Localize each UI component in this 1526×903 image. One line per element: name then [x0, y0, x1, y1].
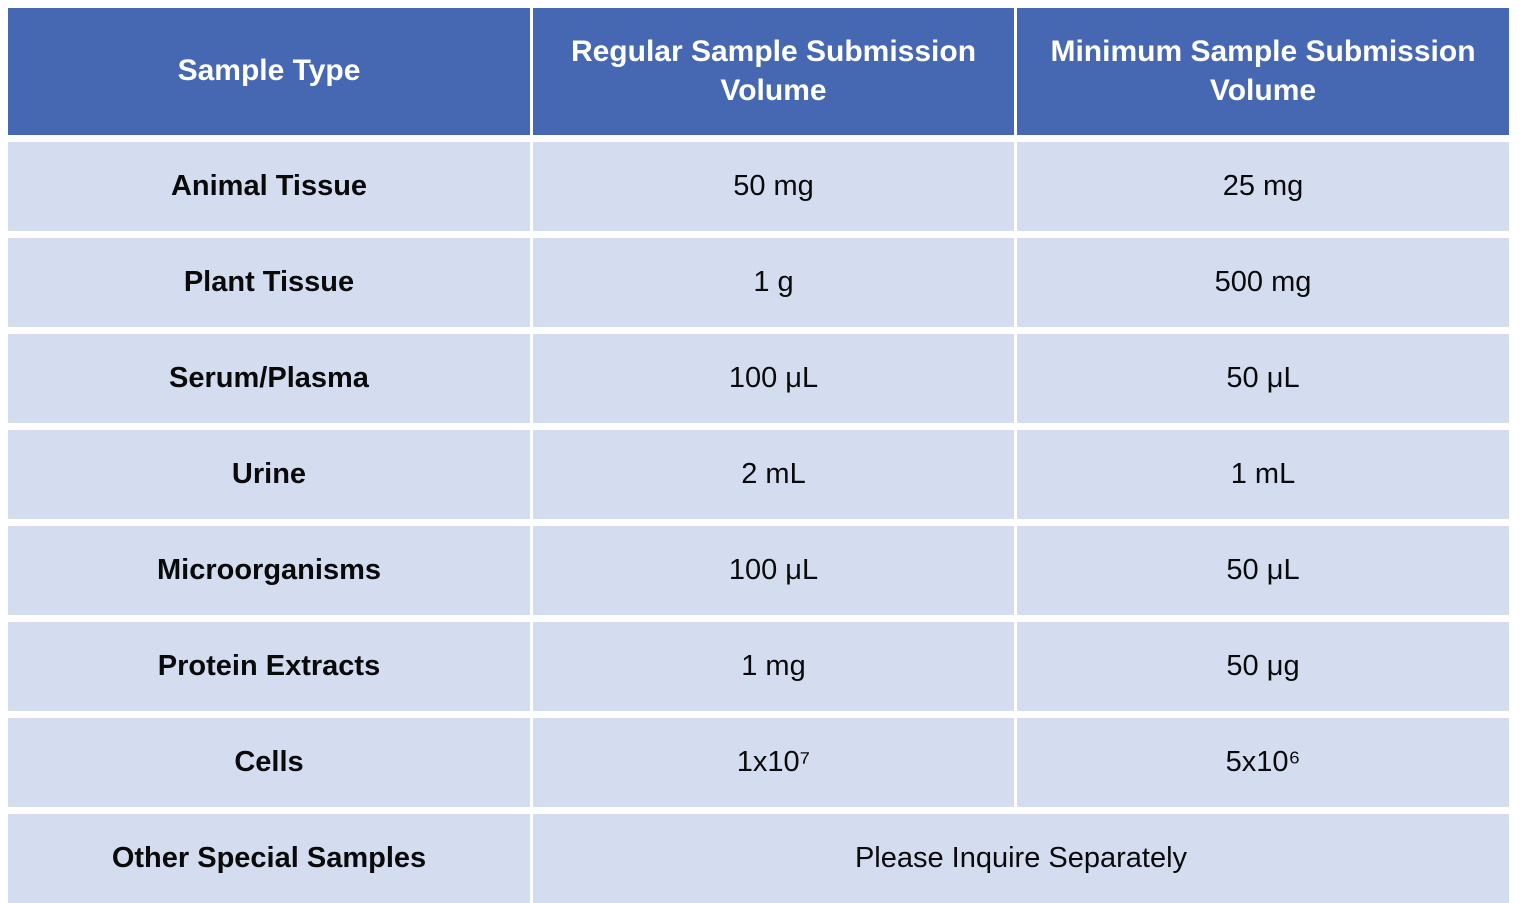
- row-cells-minimum: 5x10⁶: [1017, 718, 1509, 807]
- row-urine-label: Urine: [8, 430, 530, 519]
- row-animal-tissue-label: Animal Tissue: [8, 142, 530, 231]
- row-protein-extracts-label: Protein Extracts: [8, 622, 530, 711]
- row-plant-tissue-minimum: 500 mg: [1017, 238, 1509, 327]
- row-serum-plasma-minimum: 50 μL: [1017, 334, 1509, 423]
- row-cells-regular: 1x10⁷: [533, 718, 1014, 807]
- column-header-minimum-volume: Minimum Sample Submission Volume: [1017, 8, 1509, 135]
- row-plant-tissue-label: Plant Tissue: [8, 238, 530, 327]
- row-other-special-samples-label: Other Special Samples: [8, 814, 530, 903]
- row-microorganisms-regular: 100 μL: [533, 526, 1014, 615]
- row-animal-tissue-regular: 50 mg: [533, 142, 1014, 231]
- row-urine-minimum: 1 mL: [1017, 430, 1509, 519]
- row-serum-plasma-label: Serum/Plasma: [8, 334, 530, 423]
- row-serum-plasma-regular: 100 μL: [533, 334, 1014, 423]
- row-protein-extracts-minimum: 50 μg: [1017, 622, 1509, 711]
- table-grid: Sample Type Regular Sample Submission Vo…: [8, 8, 1526, 903]
- row-animal-tissue-minimum: 25 mg: [1017, 142, 1509, 231]
- row-plant-tissue-regular: 1 g: [533, 238, 1014, 327]
- column-header-regular-volume: Regular Sample Submission Volume: [533, 8, 1014, 135]
- row-other-special-samples-note: Please Inquire Separately: [533, 814, 1509, 903]
- row-microorganisms-label: Microorganisms: [8, 526, 530, 615]
- row-microorganisms-minimum: 50 μL: [1017, 526, 1509, 615]
- row-cells-label: Cells: [8, 718, 530, 807]
- column-header-sample-type: Sample Type: [8, 8, 530, 135]
- row-protein-extracts-regular: 1 mg: [533, 622, 1014, 711]
- row-urine-regular: 2 mL: [533, 430, 1014, 519]
